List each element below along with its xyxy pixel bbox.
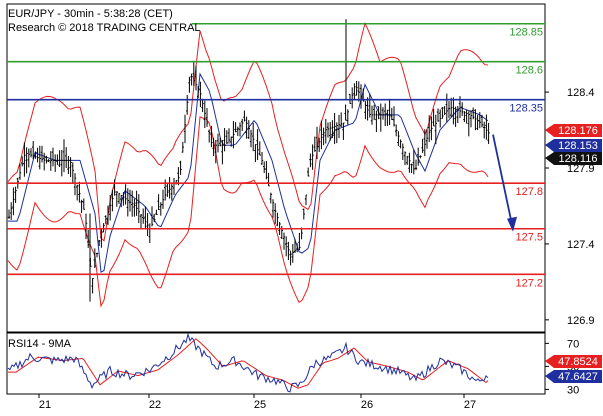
rsi-tag-label-1: 47.6427: [558, 371, 598, 383]
x-tick-label-1: 22: [149, 399, 161, 411]
price-tag-pointer-1: [545, 139, 554, 152]
rsi-tag-pointer-0: [545, 355, 554, 368]
rsi-line: [7, 332, 489, 393]
rsi-ma-line: [8, 338, 489, 389]
x-tick-label-0: 21: [39, 399, 51, 411]
level-label-1: 128.6: [515, 65, 543, 77]
rsi-tag-1: [554, 370, 602, 383]
level-label-5: 127.2: [515, 277, 543, 289]
rsi-tag-label-0: 47.8524: [558, 356, 598, 368]
price-tag-label-2: 128.116: [559, 153, 598, 165]
price-tag-1: [554, 139, 602, 152]
level-label-4: 127.5: [515, 232, 543, 244]
price-tag-label-1: 128.153: [558, 140, 598, 152]
level-label-3: 127.8: [515, 186, 543, 198]
forecast-arrow-shaft: [492, 134, 513, 225]
price-tick-label-0: 128.4: [567, 87, 595, 99]
level-label-0: 128.85: [509, 27, 543, 39]
price-tag-pointer-0: [545, 124, 554, 137]
price-panel-frame: [6, 3, 546, 333]
price-tag-label-0: 128.176: [558, 125, 598, 137]
rsi-tick-label-0: 70: [567, 338, 579, 350]
rsi-tag-0: [554, 355, 602, 368]
x-tick-label-4: 27: [464, 399, 476, 411]
price-tag-0: [554, 124, 602, 137]
price-tick-label-2: 127.4: [567, 239, 595, 251]
x-tick-label-3: 26: [361, 399, 373, 411]
chart-title: EUR/JPY - 30min - 5:38:28 (CET): [8, 8, 173, 20]
price-tag-pointer-2: [545, 152, 554, 165]
x-tick-label-2: 25: [254, 399, 266, 411]
indicator-title: RSI14 - 9MA: [8, 338, 71, 350]
rsi-tick-label-2: 30: [567, 384, 579, 396]
ohlc-bars-group: [7, 60, 490, 294]
bollinger-upper-line: [7, 21, 489, 242]
copyright-notice: Research © 2018 TRADING CENTRAL: [8, 22, 201, 34]
price-tick-label-1: 127.9: [567, 163, 595, 175]
price-tag-2: [554, 152, 602, 165]
forecast-arrow-head: [507, 216, 517, 232]
moving-average-line: [8, 72, 489, 273]
price-tick-label-3: 126.9: [567, 315, 595, 327]
level-label-2: 128.35: [509, 103, 543, 115]
rsi-tag-pointer-1: [545, 370, 554, 383]
